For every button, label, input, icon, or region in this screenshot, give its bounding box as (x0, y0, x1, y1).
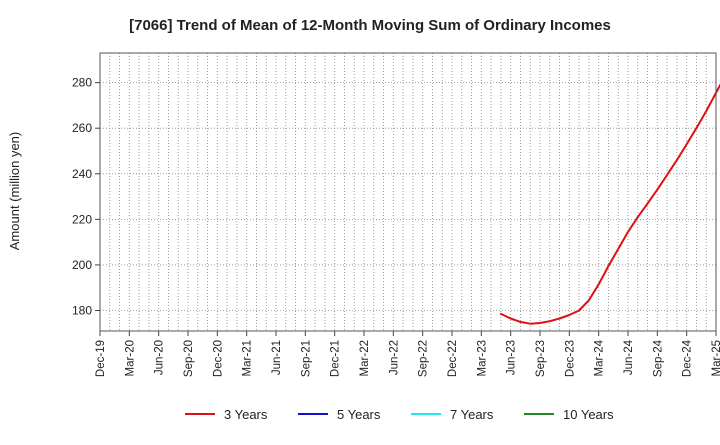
x-tick-label: Dec-22 (447, 340, 459, 377)
plot-frame (99, 52, 717, 332)
legend-label: 7 Years (450, 407, 494, 422)
x-tick-label: Dec-19 (95, 340, 107, 377)
y-axis-ticks: 180 200 220 240 260 280 (72, 76, 100, 317)
x-axis-ticks: Dec-19 Mar-20 Jun-20 Sep-20 Dec-20 Mar-21 Jun-… (95, 331, 720, 377)
grid (100, 53, 716, 331)
y-tick-label: 200 (72, 258, 92, 272)
legend: 3 Years 5 Years 7 Years 10 Years (185, 407, 614, 422)
legend-label: 3 Years (224, 407, 268, 422)
legend-label: 10 Years (563, 407, 614, 422)
x-tick-label: Jun-22 (388, 340, 400, 375)
y-tick-label: 220 (72, 212, 92, 226)
x-tick-label: Mar-20 (124, 340, 136, 376)
x-tick-label: Jun-24 (623, 339, 635, 375)
legend-label: 5 Years (337, 407, 381, 422)
x-tick-label: Sep-23 (535, 340, 547, 377)
x-tick-label: Jun-23 (506, 340, 518, 375)
chart-title: [7066] Trend of Mean of 12-Month Moving … (129, 17, 611, 34)
x-tick-label: Dec-21 (330, 340, 342, 377)
x-tick-label: Dec-23 (564, 340, 576, 377)
x-tick-label: Mar-22 (359, 340, 371, 376)
y-tick-label: 280 (72, 76, 92, 90)
series-lines (499, 83, 720, 325)
x-tick-label: Jun-20 (154, 340, 166, 375)
x-tick-label: Mar-24 (594, 339, 606, 376)
y-axis-label: Amount (million yen) (7, 132, 22, 251)
x-tick-label: Mar-23 (476, 340, 488, 376)
x-tick-label: Sep-21 (300, 340, 312, 377)
x-tick-label: Sep-24 (652, 339, 664, 377)
y-tick-label: 260 (72, 121, 92, 135)
x-tick-label: Dec-20 (212, 340, 224, 377)
x-tick-label: Mar-21 (242, 340, 254, 376)
x-tick-label: Dec-24 (682, 339, 694, 377)
x-tick-label: Jun-21 (271, 340, 283, 375)
x-tick-label: Mar-25 (711, 340, 720, 376)
x-tick-label: Sep-20 (183, 340, 195, 377)
series-line-3-years (499, 83, 720, 325)
y-tick-label: 240 (72, 167, 92, 181)
x-tick-label: Sep-22 (418, 340, 430, 377)
y-tick-label: 180 (72, 303, 92, 317)
